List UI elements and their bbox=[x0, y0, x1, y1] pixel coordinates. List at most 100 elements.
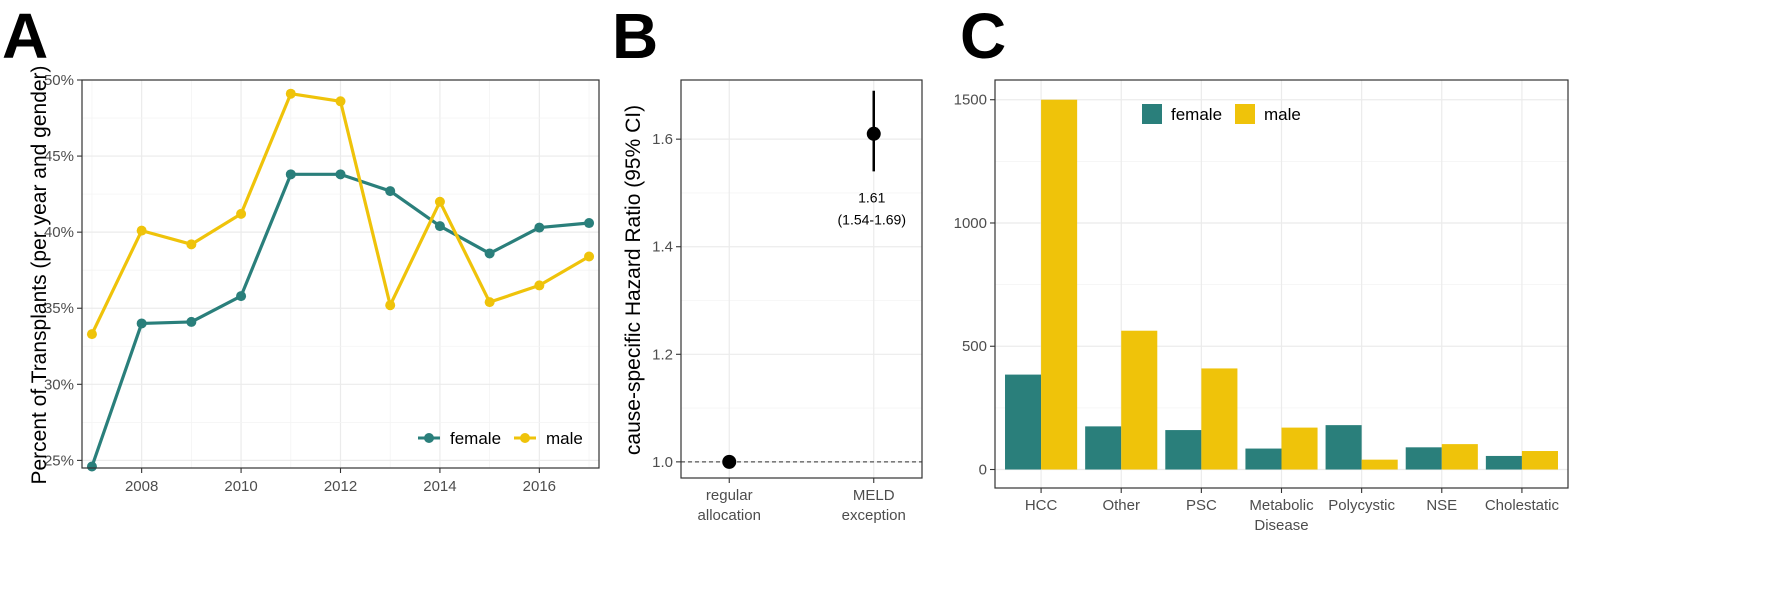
panel-a-x-tick-label: 2010 bbox=[224, 478, 257, 495]
panel-c-legend-swatch-male bbox=[1235, 104, 1255, 124]
panel-a-point-male bbox=[534, 280, 545, 291]
panel-c-x-tick-label: Polycystic bbox=[1328, 497, 1395, 514]
panel-c-legend-swatch-female bbox=[1142, 104, 1162, 124]
panel-b-plot-frame bbox=[680, 79, 923, 479]
panel-a-point-male bbox=[186, 239, 197, 250]
panel-c-bar-female bbox=[1325, 425, 1362, 470]
panel-c-x-tick-label: NSE bbox=[1426, 497, 1457, 514]
panel-a-point-female bbox=[484, 248, 495, 259]
panel-label-b: B bbox=[612, 0, 658, 72]
panel-c-bar-female bbox=[1165, 430, 1202, 470]
panel-c-x-tick-label: HCC bbox=[1025, 497, 1058, 514]
panel-a-point-male bbox=[434, 196, 445, 207]
panel-a-point-male bbox=[236, 208, 247, 219]
panel-a-point-female bbox=[434, 221, 445, 232]
panel-b-annotation-interval: (1.54-1.69) bbox=[838, 211, 906, 227]
panel-a-x-tick-label: 2012 bbox=[324, 478, 357, 495]
panel-a-point-female bbox=[335, 169, 346, 180]
panel-c-bar-male bbox=[1521, 451, 1558, 470]
panel-b-point bbox=[722, 454, 737, 469]
panel-a-point-female bbox=[385, 186, 396, 197]
panel-a-legend-point-female bbox=[424, 433, 434, 443]
panel-a-point-male bbox=[136, 225, 147, 236]
panel-a-y-axis-title: Percent of Transplants (per year and gen… bbox=[28, 65, 51, 484]
panel-c-x-tick-label: Other bbox=[1102, 497, 1140, 514]
panel-c-bar-female bbox=[1405, 447, 1442, 470]
panel-a-point-female bbox=[136, 318, 147, 329]
panel-c-x-tick-label: Disease bbox=[1254, 517, 1308, 534]
panel-b-hazard-ratio-chart: 1.0 1.2 1.4 1.6 regular allocation MELD excepti… bbox=[622, 79, 923, 524]
panel-a-line-chart: 2008 2010 2012 2014 2016 25% 30% 35% 40% 45% 50% P… bbox=[28, 65, 600, 495]
panel-a-point-male bbox=[285, 88, 296, 99]
panel-a-point-male bbox=[86, 329, 97, 340]
panel-a-point-female bbox=[86, 461, 97, 472]
panel-b-gridlines bbox=[681, 80, 922, 478]
panel-b-y-tick-label: 1.4 bbox=[652, 239, 673, 256]
panel-c-bars bbox=[1005, 99, 1558, 470]
panel-c-bar-male bbox=[1441, 444, 1478, 470]
panel-a-point-male bbox=[584, 251, 595, 262]
panel-a-point-female bbox=[534, 222, 545, 233]
panel-c-bar-male bbox=[1201, 368, 1238, 470]
panel-c-bar-male bbox=[1361, 459, 1398, 470]
panel-a-gridlines bbox=[82, 79, 599, 468]
panel-c-bar-male bbox=[1281, 427, 1318, 470]
panel-label-a: A bbox=[2, 0, 48, 72]
panel-c-legend: female male bbox=[1142, 104, 1301, 124]
panel-a-y-tick-label: 30% bbox=[44, 376, 74, 393]
panel-a-legend-label-male: male bbox=[546, 429, 583, 448]
panel-c-y-tick-label: 500 bbox=[962, 338, 987, 355]
panel-c-y-tick-label: 1500 bbox=[954, 92, 987, 109]
panel-c-bar-chart: 0 500 1000 1500 HCC Other PSC Metabolic Disease P… bbox=[954, 79, 1569, 534]
panel-a-legend-point-male bbox=[520, 433, 530, 443]
panel-a-y-tick-label: 40% bbox=[44, 224, 74, 241]
panel-c-bar-male bbox=[1041, 99, 1078, 470]
panel-a-y-tick-label: 45% bbox=[44, 148, 74, 165]
panel-a-axis-ticks: 2008 2010 2012 2014 2016 25% 30% 35% 40% 45% 50% bbox=[44, 72, 556, 495]
panel-b-point bbox=[866, 126, 881, 141]
panel-a-y-tick-label: 25% bbox=[44, 452, 74, 469]
panel-c-legend-label-male: male bbox=[1264, 105, 1301, 124]
panel-c-bar-female bbox=[1485, 455, 1522, 470]
panel-a-point-male bbox=[385, 300, 396, 311]
panel-b-x-tick-label: regular bbox=[706, 487, 753, 504]
panel-a-legend-label-female: female bbox=[450, 429, 501, 448]
panel-b-y-tick-label: 1.2 bbox=[652, 346, 673, 363]
panel-b-annotation-value: 1.61 bbox=[858, 189, 885, 205]
panel-c-axis-ticks: 0 500 1000 1500 HCC Other PSC Metabolic Disease P… bbox=[954, 92, 1560, 534]
panel-c-y-tick-label: 1000 bbox=[954, 215, 987, 232]
panel-c-bar-female bbox=[1085, 426, 1122, 470]
panel-b-y-tick-label: 1.0 bbox=[652, 454, 673, 471]
panel-c-y-tick-label: 0 bbox=[979, 462, 987, 479]
panel-a-point-male bbox=[335, 96, 346, 107]
panel-a-legend: female male bbox=[418, 429, 583, 448]
panel-a-point-female bbox=[584, 218, 595, 229]
panel-a-y-tick-label: 35% bbox=[44, 300, 74, 317]
panel-a-point-male bbox=[484, 297, 495, 308]
panel-b-x-tick-label: allocation bbox=[698, 507, 761, 524]
panel-a-point-female bbox=[186, 316, 197, 327]
panel-c-x-tick-label: Cholestatic bbox=[1485, 497, 1560, 514]
panel-a-point-female bbox=[285, 169, 296, 180]
panel-a-y-tick-label: 50% bbox=[44, 72, 74, 89]
panel-c-gridlines bbox=[995, 80, 1568, 488]
panel-b-y-tick-label: 1.6 bbox=[652, 131, 673, 148]
panel-a-series-points bbox=[86, 88, 595, 472]
panel-a-x-tick-label: 2014 bbox=[423, 478, 456, 495]
panel-a-x-tick-label: 2016 bbox=[523, 478, 556, 495]
panel-b-x-tick-label: MELD bbox=[853, 487, 895, 504]
panel-label-c: C bbox=[960, 0, 1006, 72]
panel-c-x-tick-label: Metabolic bbox=[1249, 497, 1314, 514]
panel-b-y-axis-title: cause-specific Hazard Ratio (95% CI) bbox=[622, 105, 645, 455]
panel-c-legend-label-female: female bbox=[1171, 105, 1222, 124]
panel-c-bar-male bbox=[1121, 330, 1158, 470]
panel-c-bar-female bbox=[1245, 448, 1282, 470]
panel-b-axis-ticks: 1.0 1.2 1.4 1.6 regular allocation MELD excepti… bbox=[652, 131, 906, 524]
panel-b-x-tick-label: exception bbox=[842, 507, 906, 524]
panel-b-estimates bbox=[722, 90, 881, 469]
panel-c-x-tick-label: PSC bbox=[1186, 497, 1217, 514]
panel-c-bar-female bbox=[1005, 374, 1042, 470]
panel-a-point-female bbox=[236, 291, 247, 302]
panel-a-x-tick-label: 2008 bbox=[125, 478, 158, 495]
